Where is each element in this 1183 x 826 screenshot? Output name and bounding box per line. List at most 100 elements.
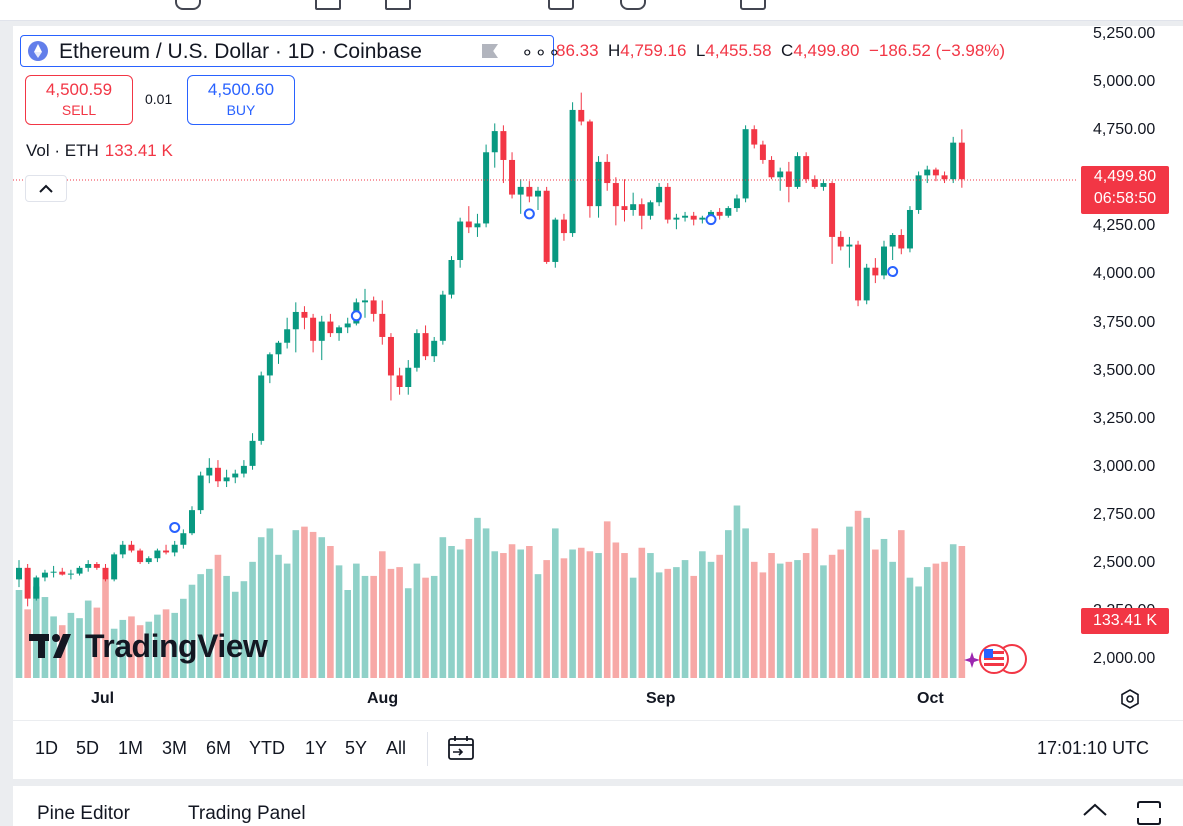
range-5d-button[interactable]: 5D [76, 738, 100, 758]
maximize-panel-icon[interactable] [1136, 800, 1162, 826]
ohlc-values: 86.33 H4,759.16 L4,455.58 C4,499.80 −186… [556, 41, 1005, 61]
event-marker[interactable] [523, 208, 535, 220]
candle-body [379, 313, 386, 337]
candle-body [638, 204, 645, 216]
range-1m-button[interactable]: 1M [118, 738, 144, 758]
event-marker[interactable] [705, 214, 717, 226]
candle-body [214, 467, 221, 482]
candle-body [846, 244, 853, 247]
volume-bar [67, 612, 75, 678]
close-label: C [781, 41, 794, 60]
candle-body [958, 142, 965, 180]
volume-bar [162, 609, 170, 678]
volume-bar [820, 565, 827, 678]
candle-body [171, 544, 178, 553]
event-marker[interactable] [887, 266, 899, 278]
candle-body [569, 109, 576, 234]
calendar-goto-icon[interactable] [447, 734, 475, 762]
volume-bar [932, 563, 940, 678]
candle-body [932, 169, 939, 176]
volume-bar [110, 628, 118, 678]
symbol-title[interactable]: Ethereum / U.S. Dollar · 1D · Coinbase [59, 40, 422, 63]
volume-bar [716, 554, 723, 678]
event-marker[interactable] [350, 310, 362, 322]
candle-body [483, 152, 490, 224]
volume-bar [846, 526, 853, 678]
volume-bar [863, 517, 870, 678]
volume-bar [552, 528, 559, 678]
range-1y-button[interactable]: 1Y [305, 738, 328, 758]
candle-body [586, 121, 593, 207]
volume-bar [136, 625, 144, 678]
candle-body [310, 317, 317, 341]
volume-bar [361, 575, 369, 678]
event-marker[interactable] [169, 521, 181, 533]
volume-bar [854, 510, 862, 678]
range-1d-button[interactable]: 1D [35, 738, 59, 758]
candle-body [431, 340, 438, 357]
buy-button[interactable]: 4,500.60 BUY [187, 75, 295, 125]
candle-body [491, 131, 498, 153]
tradingview-brand: TradingView [85, 628, 268, 664]
sell-button[interactable]: 4,500.59 SELL [25, 75, 133, 125]
volume-bar [231, 591, 239, 678]
low-label: L [695, 41, 706, 60]
flag-icon[interactable] [482, 44, 498, 58]
template-icon[interactable] [385, 0, 411, 10]
volume-bar [906, 577, 914, 678]
replay-icon[interactable] [740, 0, 766, 10]
candle-body [50, 571, 57, 573]
volume-bar [50, 616, 57, 678]
range-6m-button[interactable]: 6M [206, 738, 232, 758]
candle-body [206, 467, 213, 476]
volume-bar [214, 554, 222, 678]
candle-body [881, 246, 887, 276]
volume-bar [33, 586, 40, 678]
volume-bar [759, 572, 767, 678]
toolbar-icon[interactable] [175, 0, 201, 10]
indicator-icon[interactable] [315, 0, 341, 10]
alert-icon[interactable] [620, 0, 646, 10]
candle-body [448, 260, 455, 295]
candle-body [811, 179, 818, 187]
volume-bar [456, 549, 464, 678]
volume-bar [206, 568, 213, 678]
chevron-up-icon[interactable] [1082, 800, 1108, 818]
candle-body [284, 329, 291, 343]
utc-clock[interactable]: 17:01:10 UTC [1037, 738, 1150, 758]
layout-icon[interactable] [548, 0, 574, 10]
range-5y-button[interactable]: 5Y [345, 738, 368, 758]
price-tick-label: 3,250.00 [1093, 409, 1156, 427]
price-tick-label: 5,000.00 [1093, 73, 1156, 90]
volume-bar [768, 553, 775, 678]
tab-trading-panel[interactable]: Trading Panel [188, 803, 306, 824]
candle-body [699, 217, 706, 220]
price-tick-label: 3,000.00 [1093, 457, 1156, 475]
volume-bar [387, 568, 395, 678]
volume-bar [240, 581, 248, 678]
collapse-legend-button[interactable] [25, 175, 67, 202]
volume-bar [500, 553, 507, 678]
candle-body [370, 300, 377, 314]
price-chart[interactable] [0, 0, 1183, 720]
volume-bar [119, 619, 127, 678]
volume-bar [145, 621, 153, 678]
volume-bar [569, 549, 576, 678]
volume-bar [655, 572, 663, 678]
volume-bar [396, 567, 403, 678]
range-ytd-button[interactable]: YTD [249, 738, 285, 758]
range-all-button[interactable]: All [386, 738, 407, 758]
range-3m-button[interactable]: 3M [162, 738, 188, 758]
tab-pine-editor[interactable]: Pine Editor [37, 803, 130, 824]
settings-gear-icon[interactable] [1120, 689, 1140, 709]
volume-legend[interactable]: Vol · ETH 133.41 K [26, 141, 173, 161]
economic-events-icon[interactable] [962, 642, 1032, 676]
volume-bar [828, 554, 836, 678]
symbol-legend[interactable]: Ethereum / U.S. Dollar · 1D · Coinbase ∘… [20, 35, 561, 67]
candle-body [422, 333, 429, 357]
volume-bar [750, 561, 758, 678]
volume-bar [474, 517, 481, 678]
more-icon[interactable]: ∘∘∘ [521, 42, 562, 64]
volume-bar [560, 558, 568, 678]
candle-body [128, 544, 135, 551]
